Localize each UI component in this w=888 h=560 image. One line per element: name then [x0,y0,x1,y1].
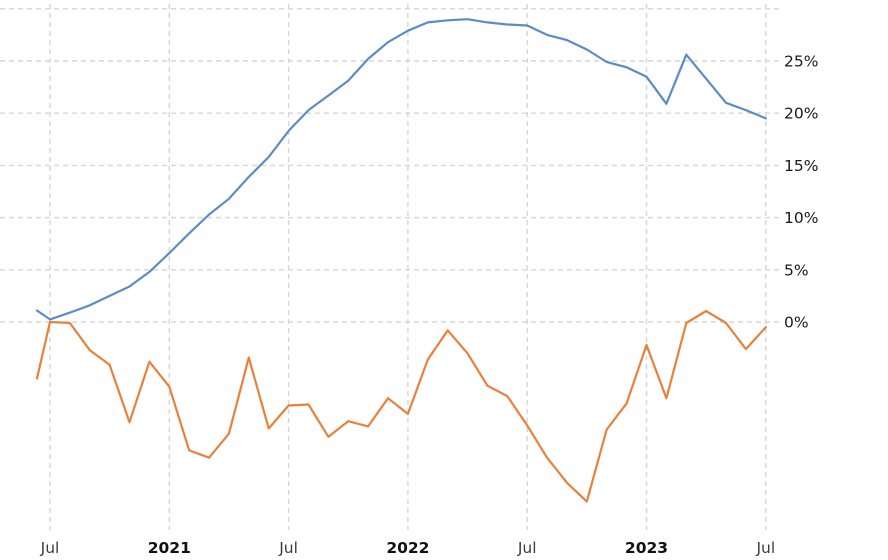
x-tick-label-month: Jul [755,539,775,557]
orange-series-line[interactable] [35,309,767,503]
y-tick-label: 0% [784,314,809,332]
x-tick-label-year: 2022 [386,539,429,557]
x-axis-labels: Jul 2021 Jul 2022 Jul 2023 Jul [40,539,776,557]
y-tick-label: 20% [784,105,818,123]
y-axis-labels: 0% 5% 10% 15% 20% 25% [784,53,818,332]
x-tick-label-month: Jul [517,539,537,557]
grid [0,4,779,530]
y-tick-label: 25% [784,53,818,71]
y-tick-label: 15% [784,157,818,175]
x-tick-label-year: 2021 [148,539,191,557]
blue-series-line[interactable] [35,18,767,321]
x-tick-label-month: Jul [40,539,60,557]
x-tick-label-month: Jul [278,539,298,557]
series-lines [35,18,767,503]
y-tick-label: 10% [784,209,818,227]
x-tick-label-year: 2023 [625,539,668,557]
y-tick-label: 5% [784,261,809,279]
